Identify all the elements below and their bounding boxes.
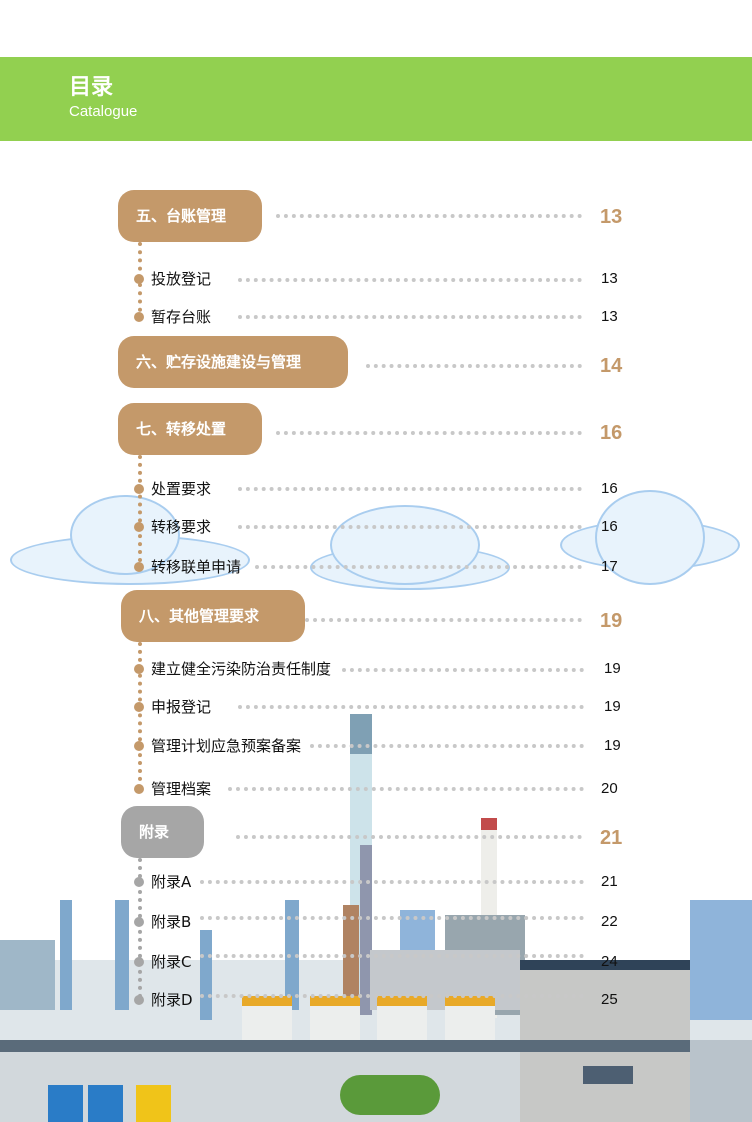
leader-dots [200,916,584,920]
connector-line [138,858,142,998]
toc-item[interactable]: 附录A 21 [134,870,624,894]
item-label: 建立健全污染防治责任制度 [151,660,332,678]
section-6-heading[interactable]: 六、贮存设施建设与管理 [118,336,348,388]
toc-item[interactable]: 转移要求 16 [134,515,624,539]
appendix-page: 21 [600,827,623,849]
leader-dots [342,668,584,672]
leader-dots [236,835,582,839]
toc-item[interactable]: 附录D 25 [134,988,624,1012]
item-label: 附录B [151,913,192,931]
leader-dots [276,431,582,435]
item-label: 申报登记 [151,698,212,716]
bullet-dot [134,664,144,674]
toc-item[interactable]: 转移联单申请 17 [134,555,624,579]
item-page: 24 [601,953,618,970]
bullet-dot [134,274,144,284]
item-page: 13 [601,270,618,287]
item-page: 19 [604,698,621,715]
item-label: 附录D [151,991,193,1009]
leader-dots [366,364,582,368]
bullet-dot [134,784,144,794]
item-page: 13 [601,308,618,325]
item-label: 转移联单申请 [151,558,242,576]
section-8-page: 19 [600,610,623,632]
item-label: 处置要求 [151,480,212,498]
leader-dots [238,315,582,319]
page-title: 目录 [69,75,114,100]
leader-dots [297,618,582,622]
section-5-heading[interactable]: 五、台账管理 [118,190,262,242]
connector-line [138,455,142,570]
item-label: 管理档案 [151,780,212,798]
bullet-dot [134,741,144,751]
item-page: 19 [604,660,621,677]
bullet-dot [134,484,144,494]
bullet-dot [134,995,144,1005]
item-page: 17 [601,558,618,575]
leader-dots [238,705,584,709]
bullet-dot [134,562,144,572]
bullet-dot [134,702,144,712]
appendix-heading[interactable]: 附录 [121,806,204,858]
toc-item[interactable]: 暂存台账 13 [134,305,624,329]
section-8-heading[interactable]: 八、其他管理要求 [121,590,305,642]
item-page: 22 [601,913,618,930]
leader-dots [238,525,582,529]
item-label: 暂存台账 [151,308,212,326]
item-label: 附录A [151,873,192,891]
leader-dots [200,994,584,998]
leader-dots [238,278,582,282]
item-page: 25 [601,991,618,1008]
section-6-page: 14 [600,355,623,377]
connector-line [138,642,142,789]
toc-item[interactable]: 建立健全污染防治责任制度 19 [134,657,624,681]
bullet-dot [134,917,144,927]
cloud-illustration [595,490,705,585]
section-7-heading[interactable]: 七、转移处置 [118,403,262,455]
toc-item[interactable]: 管理计划应急预案备案 19 [134,734,624,758]
toc-item[interactable]: 处置要求 16 [134,477,624,501]
header-band: 目录 Catalogue [0,57,752,141]
item-page: 19 [604,737,621,754]
section-7-page: 16 [600,422,623,444]
toc-item[interactable]: 管理档案 20 [134,777,624,801]
leader-dots [200,880,584,884]
item-label: 转移要求 [151,518,212,536]
toc-item[interactable]: 附录B 22 [134,910,624,934]
item-label: 投放登记 [151,270,212,288]
item-page: 16 [601,518,618,535]
leader-dots [238,487,582,491]
toc-item[interactable]: 附录C 24 [134,950,624,974]
cloud-illustration [70,495,180,575]
page-subtitle: Catalogue [69,103,138,120]
section-5-page: 13 [600,206,623,228]
item-page: 20 [601,780,618,797]
leader-dots [255,565,582,569]
toc-item[interactable]: 申报登记 19 [134,695,624,719]
bullet-dot [134,522,144,532]
bullet-dot [134,312,144,322]
leader-dots [276,214,582,218]
toc-item[interactable]: 投放登记 13 [134,267,624,291]
bullet-dot [134,877,144,887]
item-page: 16 [601,480,618,497]
item-label: 附录C [151,953,192,971]
leader-dots [228,787,584,791]
item-page: 21 [601,873,618,890]
bullet-dot [134,957,144,967]
cloud-illustration [330,505,480,585]
item-label: 管理计划应急预案备案 [151,737,302,755]
leader-dots [310,744,584,748]
leader-dots [200,954,584,958]
